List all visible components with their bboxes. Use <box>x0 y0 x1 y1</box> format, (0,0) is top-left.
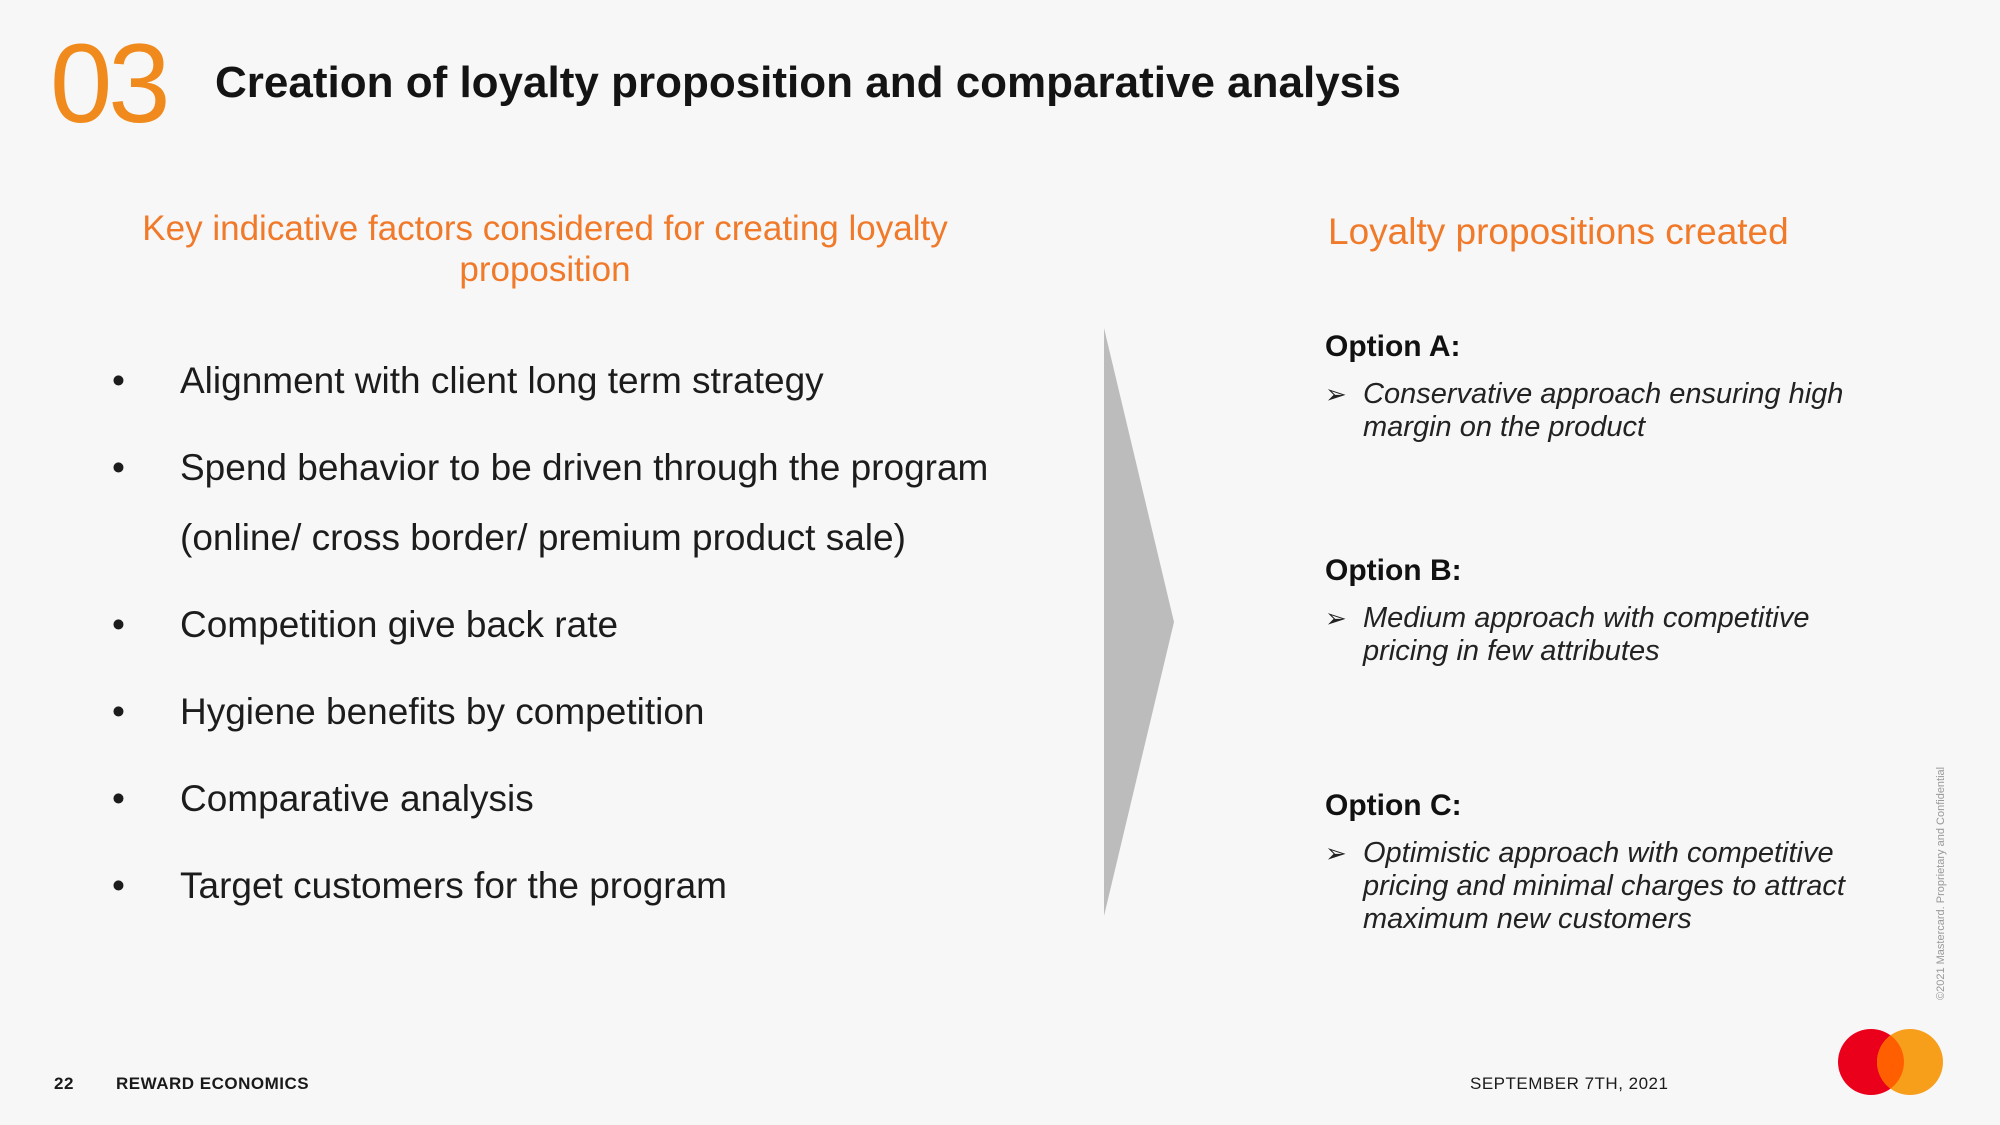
footer-title: REWARD ECONOMICS <box>116 1074 310 1093</box>
factor-item: • Alignment with client long term strateg… <box>112 346 1052 416</box>
bullet-icon: • <box>112 865 125 906</box>
copyright-notice: ©2021 Mastercard. Proprietary and Confid… <box>1935 766 1947 1000</box>
factor-text: Hygiene benefits by competition <box>180 691 705 732</box>
arrow-right-icon <box>1104 328 1174 916</box>
logo-overlap <box>1877 1035 1904 1089</box>
arrow-bullet-icon: ➢ <box>1325 603 1347 633</box>
option-a-description-item: ➢ Conservative approach ensuring high mar… <box>1325 378 1845 444</box>
factor-item: • Hygiene benefits by competition <box>112 677 1052 747</box>
factor-text: Competition give back rate <box>180 604 619 645</box>
option-a-description: Conservative approach ensuring high marg… <box>1363 378 1844 443</box>
bullet-icon: • <box>112 778 125 819</box>
option-b-title: Option B: <box>1325 554 1462 587</box>
factor-text: Alignment with client long term strategy <box>180 360 824 401</box>
factor-item: • Spend behavior to be driven through the… <box>112 433 1052 573</box>
option-b-description: Medium approach with competitive pricing… <box>1363 602 1810 667</box>
mastercard-logo-icon <box>1838 1029 1943 1095</box>
factor-item: • Comparative analysis <box>112 764 1052 834</box>
factor-item: • Competition give back rate <box>112 590 1052 660</box>
arrow-bullet-icon: ➢ <box>1325 838 1347 868</box>
option-b: Option B: ➢ Medium approach with competit… <box>1325 554 1845 668</box>
arrow-shape <box>1104 328 1174 916</box>
factors-list: • Alignment with client long term strateg… <box>112 346 1052 938</box>
option-a: Option A: ➢ Conservative approach ensurin… <box>1325 330 1845 444</box>
slide-title: Creation of loyalty proposition and comp… <box>215 58 1401 107</box>
right-column-heading: Loyalty propositions created <box>1328 211 1789 252</box>
option-a-title: Option A: <box>1325 330 1461 363</box>
page-number: 22 <box>54 1074 74 1093</box>
factor-text: Target customers for the program <box>180 865 727 906</box>
factor-text: Spend behavior to be driven through the … <box>180 447 989 558</box>
bullet-icon: • <box>112 604 125 645</box>
option-c: Option C: ➢ Optimistic approach with comp… <box>1325 789 1845 936</box>
factor-text: Comparative analysis <box>180 778 534 819</box>
option-b-description-item: ➢ Medium approach with competitive pricin… <box>1325 602 1845 668</box>
option-c-title: Option C: <box>1325 789 1462 822</box>
bullet-icon: • <box>112 447 125 488</box>
bullet-icon: • <box>112 360 125 401</box>
arrow-bullet-icon: ➢ <box>1325 379 1347 409</box>
option-c-description: Optimistic approach with competitive pri… <box>1363 837 1845 935</box>
section-number: 03 <box>50 21 171 146</box>
option-c-description-item: ➢ Optimistic approach with competitive pr… <box>1325 837 1845 936</box>
footer-date: SEPTEMBER 7TH, 2021 <box>1470 1074 1669 1093</box>
bullet-icon: • <box>112 691 125 732</box>
left-column-heading: Key indicative factors considered for cr… <box>142 209 948 289</box>
factor-item: • Target customers for the program <box>112 851 1052 921</box>
